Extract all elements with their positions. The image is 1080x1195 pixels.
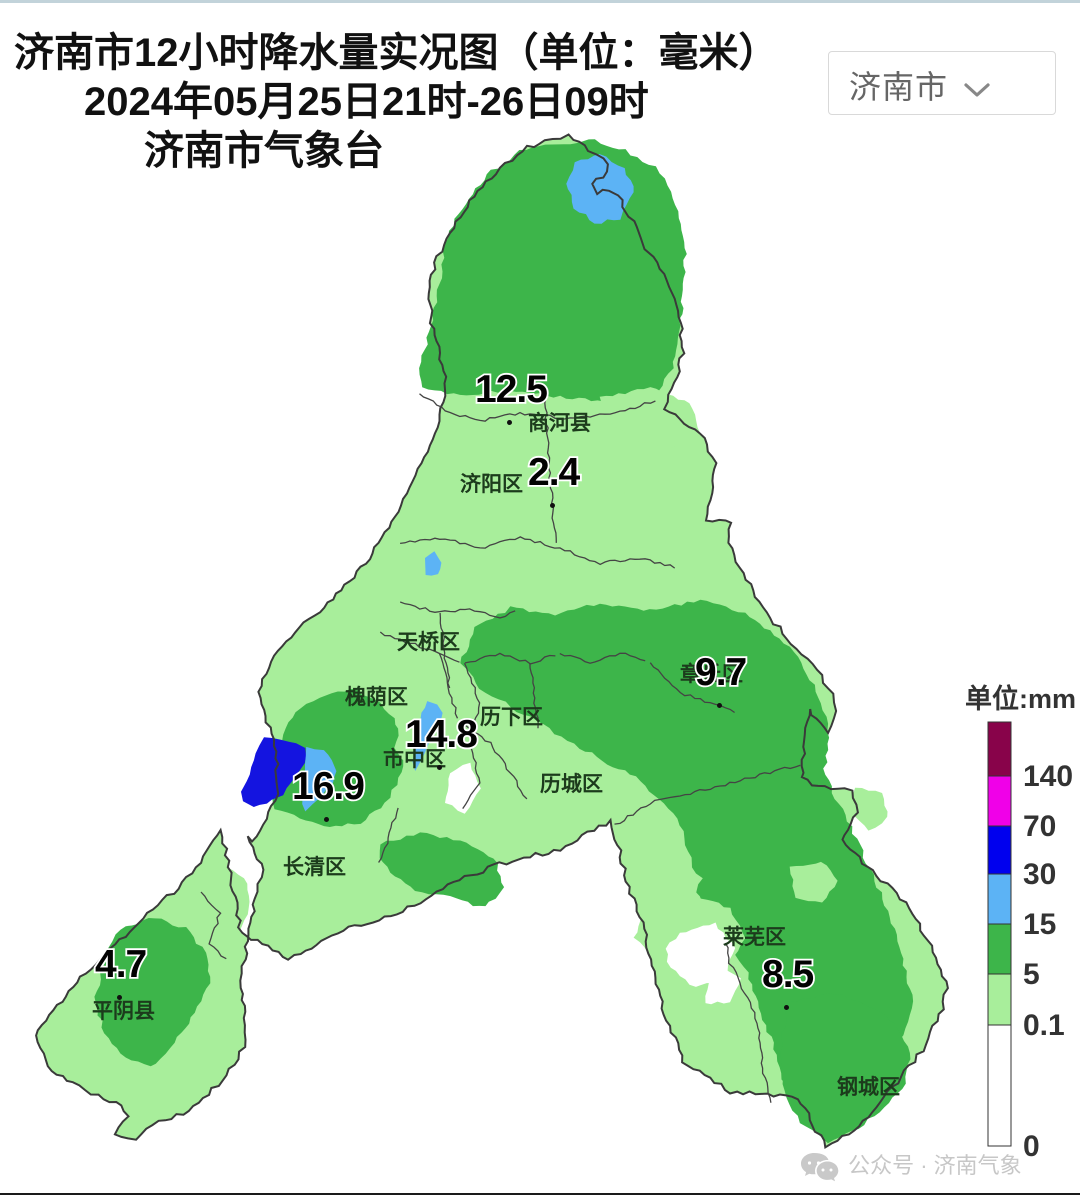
svg-text:15: 15 [1023,908,1056,941]
svg-text:70: 70 [1023,810,1056,843]
svg-text:0.1: 0.1 [1023,1009,1065,1042]
svg-text:0: 0 [1023,1130,1040,1163]
svg-text:5: 5 [1023,958,1040,991]
svg-text:30: 30 [1023,858,1056,891]
svg-text:140: 140 [1023,760,1073,793]
